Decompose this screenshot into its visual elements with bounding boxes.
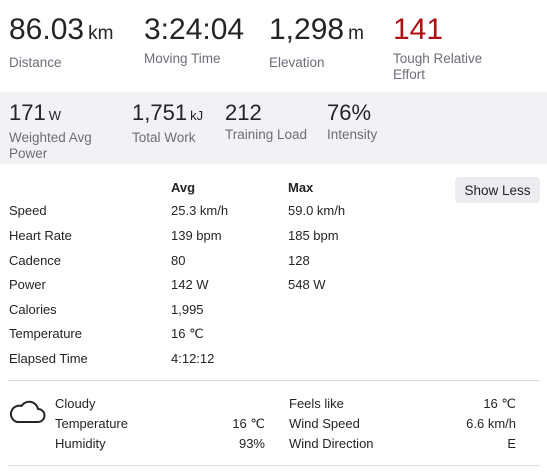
stat-relative-effort[interactable]: 141 Tough Relative Effort: [393, 12, 513, 83]
stat-total-work: 1,751 kJ Total Work: [132, 100, 203, 146]
stat-unit: km: [88, 23, 114, 44]
row-label: Elapsed Time: [9, 351, 88, 366]
feels-like-value: 16 ℃: [483, 396, 516, 411]
temperature-value: 16 ℃: [232, 416, 265, 431]
stat-label: Training Load: [225, 127, 308, 142]
stat-unit: W: [48, 108, 61, 123]
weather-panel: Cloudy Temperature 16 ℃ Humidity 93% Fee…: [0, 394, 547, 454]
secondary-stats: 171 W Weighted Avg Power 1,751 kJ Total Wo…: [0, 92, 547, 164]
stat-elevation: 1,298 m Elevation: [269, 12, 364, 71]
table-row: Calories 1,995: [0, 302, 547, 322]
stat-label: Intensity: [327, 127, 378, 142]
row-avg: 139 bpm: [171, 228, 222, 243]
divider: [8, 465, 540, 466]
feels-like-label: Feels like: [289, 396, 344, 411]
row-max: 59.0 km/h: [288, 203, 346, 218]
show-less-button[interactable]: Show Less: [455, 177, 540, 203]
max-column-header: Max: [288, 180, 314, 195]
row-max: 128: [288, 253, 310, 268]
row-avg: 4:12:12: [171, 351, 215, 366]
row-label: Heart Rate: [9, 228, 72, 243]
stat-label: Weighted Avg Power: [9, 130, 92, 161]
table-row: Heart Rate 139 bpm 185 bpm: [0, 228, 547, 248]
row-avg: 25.3 km/h: [171, 203, 229, 218]
stat-weighted-avg-power: 171 W Weighted Avg Power: [9, 100, 119, 162]
stat-intensity[interactable]: 76% Intensity: [327, 100, 377, 143]
stat-unit: m: [348, 23, 364, 44]
row-avg: 1,995: [171, 302, 204, 317]
stat-value: 171: [9, 100, 46, 125]
stat-label: Moving Time: [144, 51, 221, 66]
stat-unit: kJ: [190, 108, 204, 123]
row-max: 548 W: [288, 277, 326, 292]
cloud-icon: [10, 400, 46, 423]
row-label: Power: [9, 277, 46, 292]
stat-label: Total Work: [132, 130, 196, 145]
table-row: Temperature 16 ℃: [0, 326, 547, 346]
temperature-label: Temperature: [55, 416, 128, 431]
humidity-label: Humidity: [55, 436, 106, 451]
wind-speed-label: Wind Speed: [289, 416, 360, 431]
stat-value: 76%: [327, 100, 372, 125]
row-label: Temperature: [9, 326, 82, 341]
row-avg: 142 W: [171, 277, 209, 292]
humidity-value: 93%: [238, 436, 265, 451]
wind-direction-label: Wind Direction: [289, 436, 374, 451]
stat-label: Distance: [9, 55, 62, 70]
stat-distance: 86.03 km Distance: [9, 12, 113, 71]
wind-direction-value: E: [507, 436, 516, 451]
divider: [8, 380, 540, 381]
stat-value: 141: [393, 13, 444, 46]
stat-moving-time: 3:24:04 Moving Time: [144, 12, 244, 67]
table-row: Power 142 W 548 W: [0, 277, 547, 297]
weather-condition: Cloudy: [55, 396, 96, 411]
stat-value: 3:24:04: [144, 13, 245, 46]
avg-column-header: Avg: [171, 180, 196, 195]
row-label: Cadence: [9, 253, 62, 268]
table-row: Speed 25.3 km/h 59.0 km/h: [0, 203, 547, 223]
table-row: Cadence 80 128: [0, 253, 547, 273]
row-avg: 80: [171, 253, 186, 268]
stat-training-load[interactable]: 212 Training Load: [225, 100, 307, 143]
row-label: Speed: [9, 203, 47, 218]
stat-value: 1,298: [269, 13, 345, 46]
stat-label: Tough Relative Effort: [393, 51, 483, 82]
primary-stats: 86.03 km Distance 3:24:04 Moving Time 1,2…: [0, 0, 547, 92]
row-avg: 16 ℃: [171, 326, 204, 341]
wind-speed-value: 6.6 km/h: [466, 416, 516, 431]
stat-value: 1,751: [132, 100, 188, 125]
stat-label: Elevation: [269, 55, 325, 70]
stat-value: 86.03: [9, 13, 85, 46]
stat-value: 212: [225, 100, 262, 125]
row-max: 185 bpm: [288, 228, 339, 243]
table-row: Elapsed Time 4:12:12: [0, 351, 547, 371]
row-label: Calories: [9, 302, 57, 317]
